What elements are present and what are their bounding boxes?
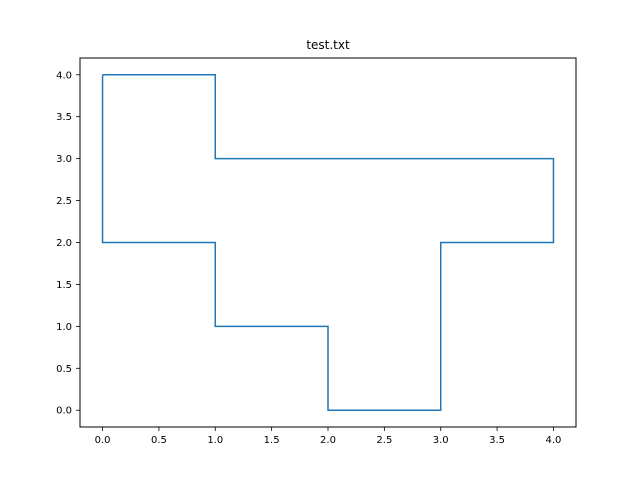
chart-title: test.txt (306, 38, 350, 52)
x-tick-label: 3.0 (433, 435, 449, 446)
y-tick-label: 3.0 (56, 154, 72, 165)
y-tick-label: 1.0 (56, 322, 72, 333)
x-tick-label: 0.5 (151, 435, 167, 446)
y-tick-label: 0.0 (56, 406, 72, 417)
x-axis: 0.0 0.5 1.0 1.5 2.0 2.5 3.0 3.5 4.0 (95, 427, 562, 446)
y-tick-label: 4.0 (56, 70, 72, 81)
y-tick-label: 0.5 (56, 364, 72, 375)
x-tick-label: 1.0 (207, 435, 223, 446)
y-axis: 0.0 0.5 1.0 1.5 2.0 2.5 3.0 3.5 4.0 (56, 70, 80, 417)
x-tick-label: 2.5 (376, 435, 392, 446)
series-line-0 (101, 74, 555, 411)
x-tick-label: 4.0 (546, 435, 562, 446)
y-tick-label: 3.5 (56, 112, 72, 123)
x-tick-label: 3.5 (489, 435, 505, 446)
x-tick-label: 1.5 (264, 435, 280, 446)
y-tick-label: 2.5 (56, 196, 72, 207)
x-tick-label: 0.0 (95, 435, 111, 446)
plot-area (101, 74, 555, 411)
y-tick-label: 1.5 (56, 280, 72, 291)
x-tick-label: 2.0 (320, 435, 336, 446)
y-tick-label: 2.0 (56, 238, 72, 249)
